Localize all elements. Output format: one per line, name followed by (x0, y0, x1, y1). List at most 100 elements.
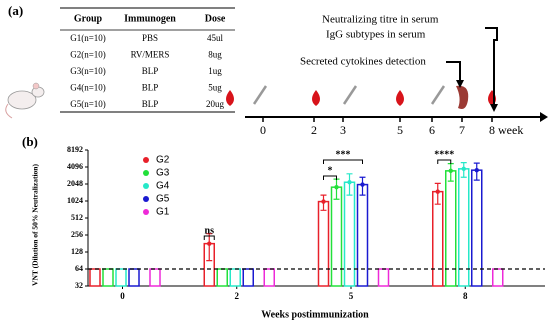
table-cell: PBS (142, 33, 158, 43)
data-dot (474, 167, 479, 173)
y-tick-label: 256 (71, 230, 83, 239)
significance-bracket (323, 159, 363, 164)
legend-label: G2 (156, 155, 170, 166)
error-bar (206, 233, 213, 262)
bar (115, 268, 127, 287)
mouse-icon (5, 82, 45, 119)
timeline-label: 0 (260, 123, 266, 137)
x-tick-label: 0 (120, 291, 125, 301)
bar (229, 268, 241, 287)
timeline-label: 3 (340, 123, 346, 137)
table-cell: G4(n=10) (70, 83, 106, 93)
legend-label: G4 (156, 181, 170, 192)
blood-drops (226, 90, 496, 106)
bar (343, 181, 356, 287)
bar (149, 268, 161, 287)
annotation-arrows (446, 27, 498, 104)
y-tick-label: 2048 (67, 179, 83, 188)
significance-bracket (203, 235, 215, 240)
legend-label: G5 (156, 194, 170, 205)
significance-bracket (323, 175, 337, 180)
annotation: Neutralizing titre in serum (322, 14, 439, 26)
x-tick-label: 5 (349, 291, 354, 301)
legend-marker (143, 183, 149, 189)
data-dot (334, 184, 339, 190)
data-dot (360, 182, 365, 187)
significance-label: **** (434, 149, 454, 160)
table-header: Immunogen (124, 13, 176, 24)
y-tick-label: 64 (75, 264, 83, 273)
data-dot (207, 241, 212, 246)
data-dot (461, 166, 466, 172)
legend-marker (143, 196, 149, 202)
table-header: Group (74, 13, 103, 24)
bar (102, 268, 114, 287)
table-lines (60, 7, 235, 113)
timeline-unit: week (498, 123, 523, 137)
bar (432, 190, 444, 287)
syringes (252, 85, 446, 105)
timeline-label: 7 (459, 123, 465, 137)
spleen-icon (456, 85, 469, 109)
bar (330, 186, 343, 287)
legend-marker (143, 209, 149, 215)
timeline-label: 8 (489, 123, 495, 137)
y-tick-label: 1024 (67, 196, 83, 205)
data-dot (448, 168, 453, 174)
table-cell: BLP (142, 83, 159, 93)
bar (128, 268, 140, 287)
table-cell: 45ul (207, 33, 224, 43)
panel-label: (b) (22, 134, 38, 149)
x-axis-label: Weeks postimmunization (261, 309, 369, 320)
table-cell: 8ug (208, 50, 222, 60)
timeline-label: 6 (429, 123, 435, 137)
data-dot (321, 199, 326, 204)
arrowhead (490, 104, 498, 112)
table-cell: G2(n=10) (70, 50, 106, 60)
arrowhead (456, 80, 464, 88)
error-bar (346, 173, 353, 196)
y-tick-label: 32 (75, 281, 83, 290)
significance-bracket (437, 159, 452, 164)
y-tick-label: 128 (71, 247, 83, 256)
panel-label: (a) (8, 3, 23, 18)
significance-label: *** (336, 149, 351, 160)
y-tick-label: 512 (71, 213, 83, 222)
x-tick-label: 2 (235, 291, 240, 301)
bar (492, 268, 504, 287)
table-cell: BLP (142, 66, 159, 76)
y-tick-label: 8192 (67, 145, 83, 154)
legend-marker (143, 170, 149, 176)
significance-label: ns (205, 225, 215, 236)
table-cell: G3(n=10) (70, 66, 106, 76)
legend-label: G1 (156, 207, 170, 218)
annotation: IgG subtypes in serum (326, 29, 426, 41)
table-cell: G5(n=10) (70, 99, 106, 109)
bar (377, 268, 390, 287)
bar (216, 268, 228, 287)
timeline-label: 5 (397, 123, 403, 137)
table-cell: G1(n=10) (70, 33, 106, 43)
data-dot (435, 189, 440, 194)
bar (317, 200, 330, 287)
bar (263, 268, 275, 287)
y-tick-label: 4096 (67, 162, 83, 171)
table-cell: 1ug (208, 66, 222, 76)
table-header: Dose (205, 13, 226, 24)
y-axis-label: VNT (Dilution of 50% Neutralization) (31, 164, 40, 286)
table-cell: BLP (142, 99, 159, 109)
bar (89, 268, 101, 287)
x-tick-label: 8 (463, 291, 468, 301)
table-cell: RV/MERS (131, 50, 170, 60)
legend-label: G3 (156, 168, 170, 179)
bar (242, 268, 254, 287)
bar (356, 183, 369, 287)
legend-marker (143, 157, 149, 163)
timeline-arrowhead (540, 112, 548, 122)
significance-label: * (328, 165, 333, 176)
annotation: Secreted cytokines detection (300, 56, 426, 68)
table-cell: 20ug (206, 99, 225, 109)
timeline-label: 2 (311, 123, 317, 137)
data-dot (347, 180, 352, 185)
